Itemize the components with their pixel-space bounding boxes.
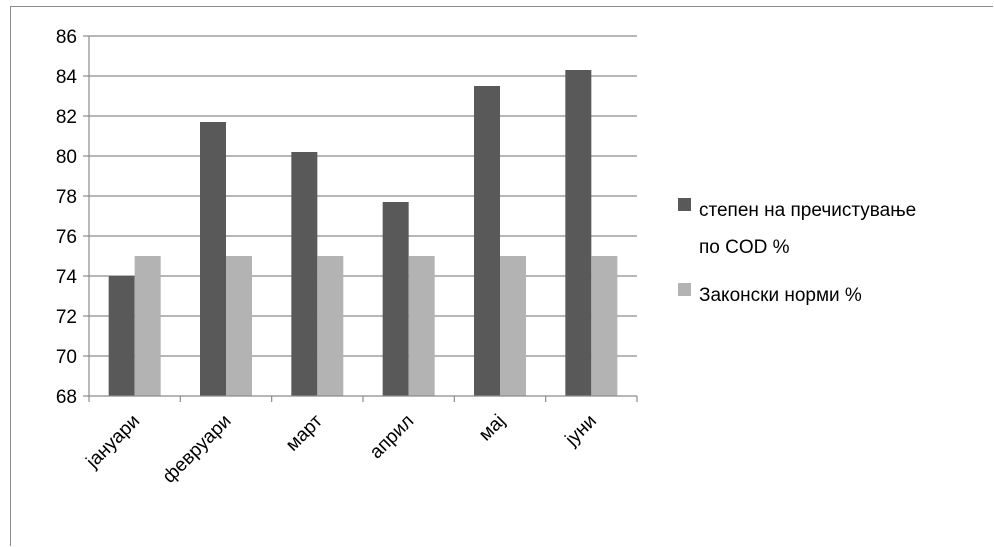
legend-label: по COD % — [699, 237, 790, 258]
bars — [108, 70, 618, 396]
legend: степен на пречистување по COD % Законски н… — [678, 198, 916, 306]
y-tick-label: 68 — [56, 387, 77, 408]
y-tick-label: 80 — [56, 147, 77, 168]
gridlines — [89, 35, 637, 357]
x-tick-label: март — [282, 410, 327, 455]
y-tick-label: 76 — [56, 227, 77, 248]
chart-frame — [10, 6, 993, 546]
bar-series-1 — [474, 86, 500, 396]
y-tick-label: 86 — [56, 27, 77, 48]
legend-swatch — [678, 198, 691, 211]
x-tick-label: мај — [475, 411, 510, 446]
bar-series-1 — [200, 122, 226, 396]
y-tick-label: 82 — [56, 107, 77, 128]
legend-label: степен на пречистување — [699, 200, 916, 221]
bar-series-1 — [108, 276, 135, 396]
legend-swatch — [678, 283, 691, 296]
bar-series-2 — [500, 256, 526, 396]
bar-series-1 — [291, 152, 318, 396]
y-tick-label: 74 — [56, 267, 78, 288]
x-tick-labels: јануари февруари март април мај јуни — [82, 410, 601, 487]
axes — [83, 35, 638, 402]
bar-series-1 — [382, 202, 409, 396]
y-tick-label: 70 — [56, 347, 77, 368]
x-tick-label: април — [366, 411, 418, 463]
bar-series-2 — [226, 256, 252, 396]
x-tick-label: јуни — [561, 411, 601, 451]
x-tick-label: јануари — [82, 411, 144, 473]
x-tick-label: февруари — [159, 411, 236, 488]
y-tick-label: 78 — [56, 187, 77, 208]
y-tick-label: 72 — [56, 307, 77, 328]
bar-series-1 — [565, 70, 592, 396]
bar-series-2 — [408, 256, 435, 396]
bar-series-2 — [317, 256, 344, 396]
bar-series-2 — [591, 256, 618, 396]
legend-label: Законски норми % — [699, 285, 862, 306]
bar-series-2 — [134, 256, 161, 396]
y-tick-labels: 68 70 72 74 76 78 80 82 84 86 — [56, 27, 78, 408]
y-tick-label: 84 — [56, 67, 78, 88]
